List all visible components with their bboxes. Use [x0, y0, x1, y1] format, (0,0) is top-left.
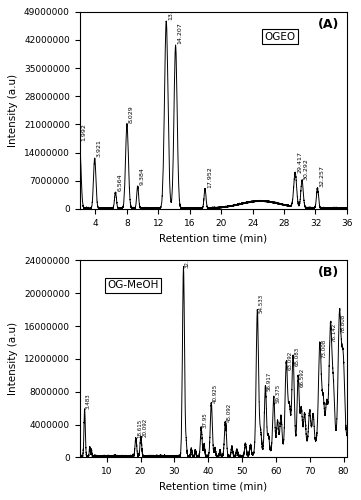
- Text: 45.092: 45.092: [227, 402, 232, 422]
- Text: 3.483: 3.483: [86, 393, 91, 409]
- Text: 76.142: 76.142: [332, 322, 337, 342]
- Text: 73.008: 73.008: [321, 338, 326, 358]
- Text: 37.95: 37.95: [203, 412, 208, 428]
- Text: 30.292: 30.292: [304, 158, 309, 180]
- Y-axis label: Intensity (a.u): Intensity (a.u): [8, 74, 18, 147]
- Text: 59.375: 59.375: [275, 384, 280, 403]
- Text: OG-MeOH: OG-MeOH: [107, 280, 159, 290]
- Text: 56.917: 56.917: [267, 372, 272, 391]
- Text: (A): (A): [318, 18, 339, 30]
- Text: 40.925: 40.925: [213, 384, 218, 403]
- Text: 78.808: 78.808: [341, 314, 346, 334]
- Text: 65.083: 65.083: [295, 347, 299, 366]
- Text: 32.7: 32.7: [185, 256, 190, 268]
- Text: 66.592: 66.592: [300, 368, 305, 386]
- Text: 6.564: 6.564: [117, 174, 122, 191]
- Text: 54.533: 54.533: [259, 294, 264, 313]
- Text: 1.992: 1.992: [82, 123, 87, 141]
- Text: 32.257: 32.257: [319, 165, 325, 187]
- Text: 9.384: 9.384: [140, 167, 145, 185]
- Text: 3.921: 3.921: [97, 139, 102, 157]
- Text: 8.029: 8.029: [129, 105, 134, 123]
- X-axis label: Retention time (min): Retention time (min): [159, 233, 268, 243]
- Text: 29.417: 29.417: [297, 151, 302, 173]
- Text: 14.207: 14.207: [178, 22, 183, 44]
- Text: 18.615: 18.615: [137, 419, 142, 438]
- Text: 13.02: 13.02: [168, 2, 173, 21]
- Text: (B): (B): [318, 266, 339, 280]
- Text: OGEO: OGEO: [265, 32, 296, 42]
- X-axis label: Retention time (min): Retention time (min): [159, 482, 268, 492]
- Text: 20.092: 20.092: [142, 418, 147, 436]
- Text: 17.952: 17.952: [207, 166, 212, 188]
- Y-axis label: Intensity (a.u): Intensity (a.u): [8, 322, 18, 396]
- Text: 63.092: 63.092: [288, 351, 293, 370]
